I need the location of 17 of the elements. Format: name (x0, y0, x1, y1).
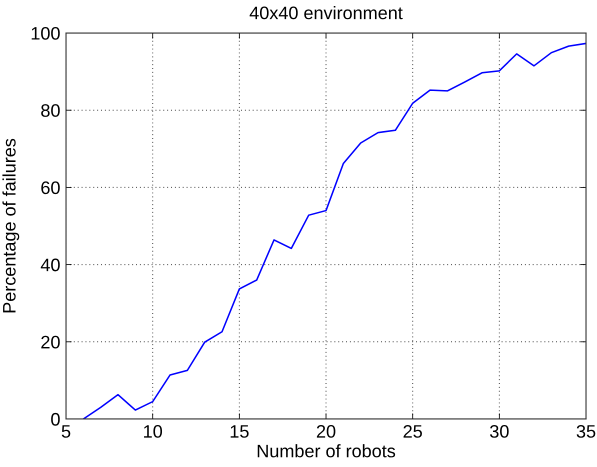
x-tick-label: 5 (62, 425, 70, 438)
chart-title: 40x40 environment (250, 6, 403, 20)
y-tick-label: 60 (41, 181, 60, 194)
x-tick-label: 35 (576, 425, 596, 438)
x-tick-label: 10 (144, 425, 162, 438)
x-tick-label: 15 (230, 425, 249, 438)
y-tick-label: 80 (41, 104, 60, 117)
y-tick-label: 20 (41, 336, 60, 349)
y-tick-label: 0 (51, 412, 60, 426)
y-tick-label: 100 (32, 26, 60, 40)
x-axis-title: Number of robots (258, 444, 396, 458)
y-axis-title: Percentage of failures (2, 138, 20, 312)
x-tick-label: 25 (404, 425, 422, 438)
line-series (82, 42, 586, 419)
x-tick-label: 20 (316, 425, 336, 438)
x-tick-label: 30 (490, 425, 509, 438)
y-tick-label: 40 (40, 258, 60, 272)
